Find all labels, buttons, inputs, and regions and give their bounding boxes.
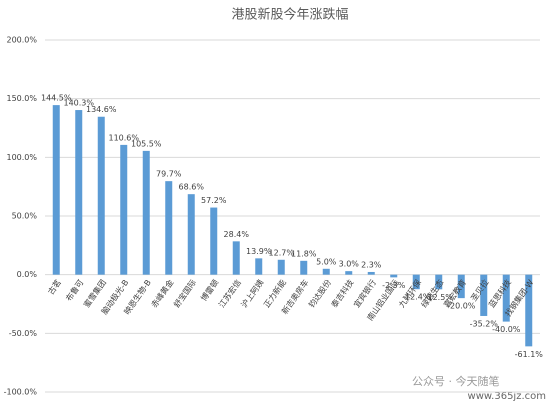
y-tick-label: 200.0% xyxy=(6,36,37,45)
value-label: 28.4% xyxy=(224,230,250,239)
value-label: 13.9% xyxy=(246,247,272,256)
y-tick-label: -50.0% xyxy=(9,329,38,338)
value-label: -2.3% xyxy=(382,281,406,290)
y-tick-label: 100.0% xyxy=(6,153,37,162)
bar xyxy=(502,274,510,322)
value-label: 2.3% xyxy=(361,260,382,269)
value-label: 68.6% xyxy=(179,183,205,192)
value-label: 11.8% xyxy=(291,249,317,258)
y-tick-label: -100.0% xyxy=(4,388,38,397)
value-label: 140.3% xyxy=(63,99,94,108)
value-label: -12.5% xyxy=(425,293,454,302)
bar xyxy=(345,271,353,275)
watermark-url: www.365jz.com xyxy=(468,391,546,402)
y-tick-label: 50.0% xyxy=(12,212,38,221)
value-label: 110.6% xyxy=(108,133,139,142)
bar xyxy=(232,241,240,275)
bar xyxy=(52,105,60,275)
bar xyxy=(165,181,173,275)
value-label: -35.2% xyxy=(470,319,499,328)
value-label: 57.2% xyxy=(201,196,227,205)
bar xyxy=(367,271,375,275)
bar xyxy=(187,194,195,275)
bar xyxy=(97,116,105,275)
bar xyxy=(390,274,398,278)
bar xyxy=(142,150,150,275)
value-label: 134.6% xyxy=(86,105,117,114)
bar xyxy=(480,274,488,316)
value-label: -61.1% xyxy=(515,350,544,359)
bar xyxy=(435,274,443,290)
value-label: -20.0% xyxy=(447,302,476,311)
value-label: -12.4% xyxy=(402,293,431,302)
y-tick-label: 0.0% xyxy=(17,270,38,279)
bar xyxy=(412,274,420,290)
bar xyxy=(300,260,308,275)
bar xyxy=(525,274,533,347)
value-label: 144.5% xyxy=(41,94,72,103)
bar xyxy=(277,259,285,275)
bar xyxy=(457,274,465,299)
value-label: 12.7% xyxy=(269,248,295,257)
value-label: 79.7% xyxy=(156,170,182,179)
bar xyxy=(322,268,330,275)
bar xyxy=(255,258,263,275)
bar xyxy=(75,110,83,275)
bar xyxy=(120,144,128,275)
chart-title: 港股新股今年涨跌幅 xyxy=(231,7,348,23)
value-label: 5.0% xyxy=(316,257,337,266)
value-label: 3.0% xyxy=(339,260,360,269)
y-tick-label: 150.0% xyxy=(6,94,37,103)
value-label: 105.5% xyxy=(131,139,162,148)
value-label: -40.0% xyxy=(492,325,521,334)
bar xyxy=(210,207,218,275)
watermark: 公众号 · 今天随笔 xyxy=(412,374,500,388)
